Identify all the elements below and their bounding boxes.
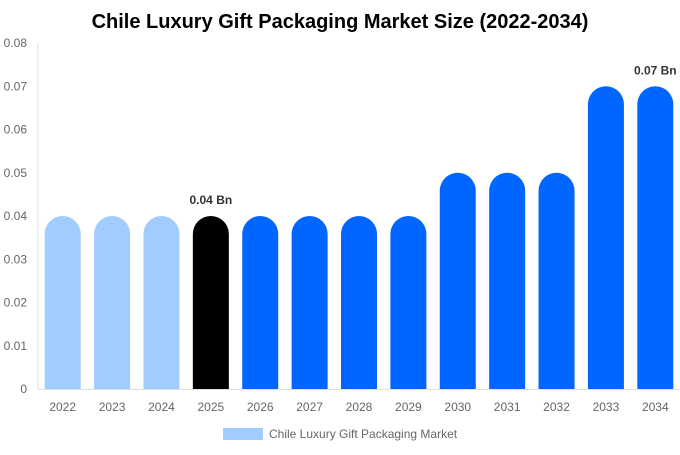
- y-tick-label: 0.04: [4, 209, 28, 223]
- bar-2031[interactable]: [489, 172, 526, 389]
- x-tick-label: 2026: [247, 400, 274, 414]
- bar-2027[interactable]: [291, 216, 328, 389]
- chart-title: Chile Luxury Gift Packaging Market Size …: [92, 11, 589, 33]
- data-label: 0.04 Bn: [190, 193, 233, 207]
- bar-2025[interactable]: [192, 216, 229, 389]
- x-tick-label: 2033: [593, 400, 620, 414]
- x-tick-label: 2027: [296, 400, 323, 414]
- x-tick-label: 2025: [197, 400, 224, 414]
- y-tick-label: 0: [20, 382, 27, 396]
- legend-label: Chile Luxury Gift Packaging Market: [269, 427, 458, 441]
- y-tick-label: 0.02: [4, 296, 28, 310]
- y-tick-label: 0.07: [4, 79, 28, 93]
- bar-2024[interactable]: [143, 216, 180, 389]
- x-tick-label: 2022: [49, 400, 76, 414]
- x-tick-label: 2032: [543, 400, 570, 414]
- y-tick-label: 0.08: [4, 36, 28, 50]
- y-tick-label: 0.03: [4, 252, 28, 266]
- bar-2033[interactable]: [587, 86, 624, 389]
- x-tick-label: 2034: [642, 400, 669, 414]
- y-tick-label: 0.05: [4, 166, 28, 180]
- bar-2030[interactable]: [439, 172, 476, 389]
- bar-2026[interactable]: [242, 216, 279, 389]
- bar-2023[interactable]: [94, 216, 131, 389]
- bar-2034[interactable]: [637, 86, 674, 389]
- y-tick-label: 0.01: [4, 339, 28, 353]
- bar-2028[interactable]: [341, 216, 377, 389]
- x-tick-label: 2023: [99, 400, 126, 414]
- data-label: 0.07 Bn: [634, 63, 677, 77]
- x-tick-label: 2029: [395, 400, 422, 414]
- x-tick-label: 2028: [346, 400, 373, 414]
- x-tick-label: 2024: [148, 400, 175, 414]
- y-tick-label: 0.06: [4, 123, 28, 137]
- bar-2022[interactable]: [44, 216, 81, 389]
- legend-swatch: [223, 428, 263, 440]
- bar-2029[interactable]: [390, 216, 427, 389]
- x-tick-label: 2031: [494, 400, 521, 414]
- bar-2032[interactable]: [538, 172, 575, 389]
- legend[interactable]: Chile Luxury Gift Packaging Market: [223, 427, 458, 441]
- x-tick-label: 2030: [444, 400, 471, 414]
